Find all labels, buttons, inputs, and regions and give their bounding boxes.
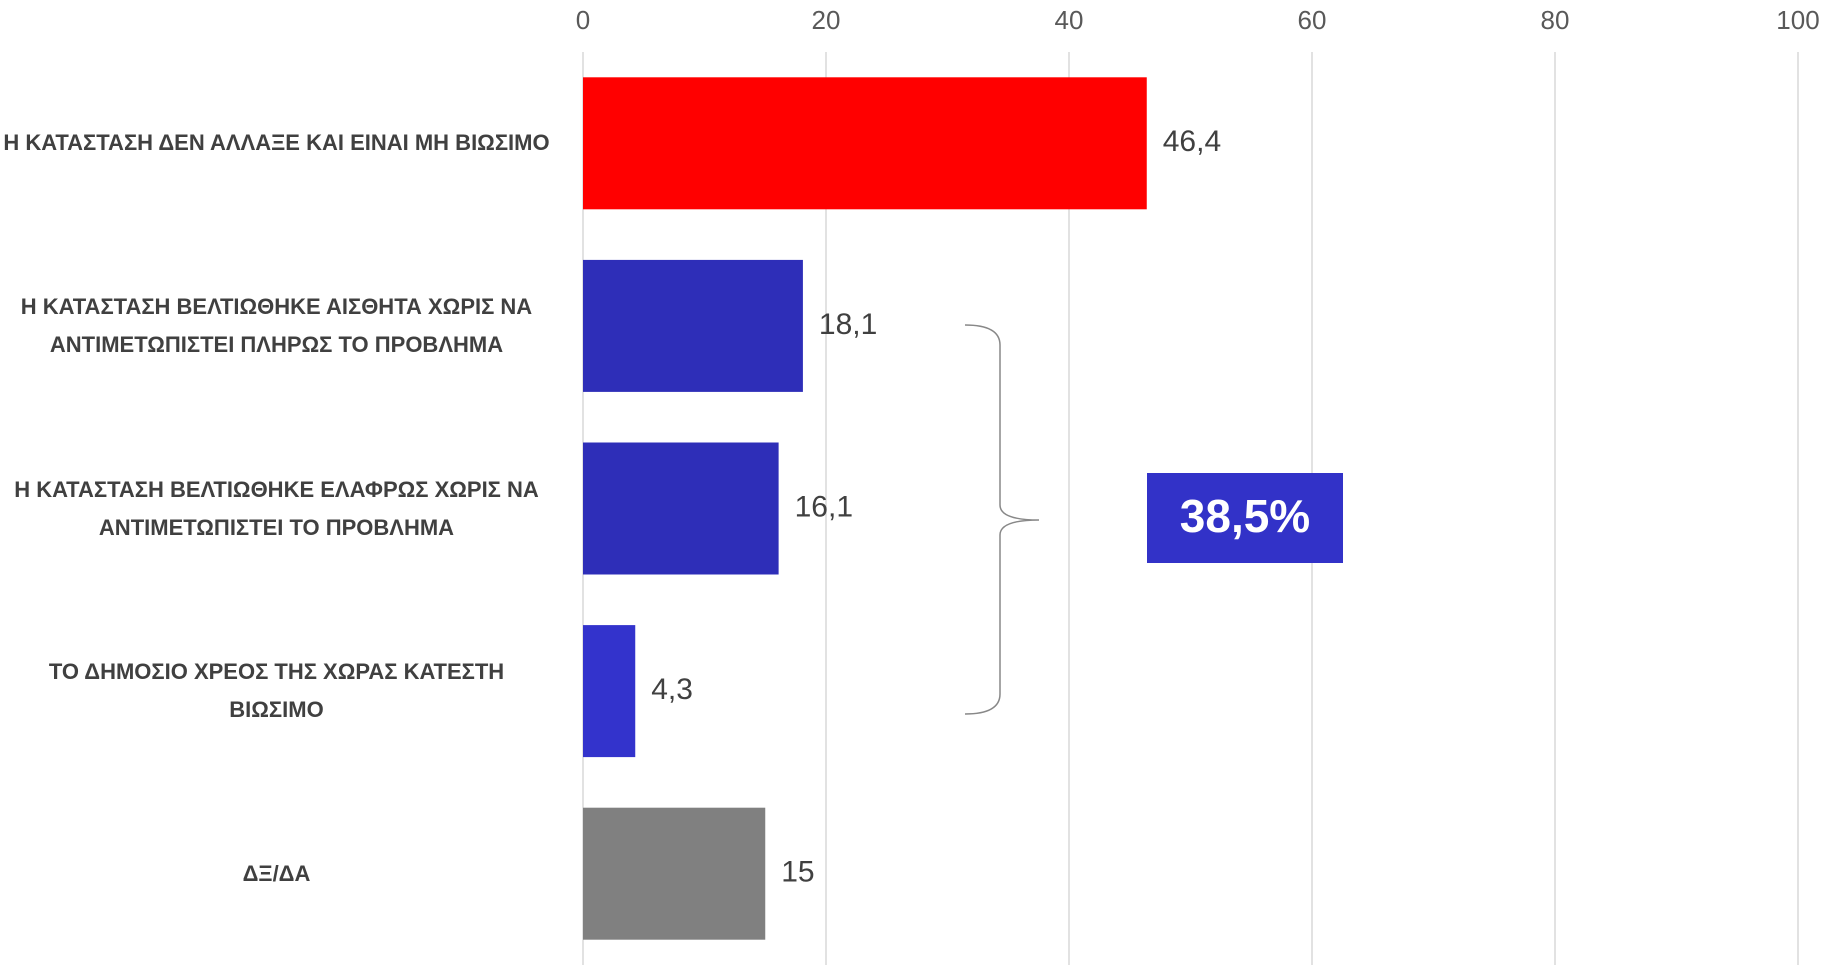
x-tick-label: 60	[1298, 5, 1327, 35]
x-tick-label: 100	[1776, 5, 1819, 35]
bar	[583, 625, 636, 758]
value-label: 15	[781, 856, 814, 889]
category-label: Η ΚΑΤΑΣΤΑΣΗ ΒΕΛΤΙΩΘΗΚΕ ΑΙΣΘΗΤΑ ΧΩΡΙΣ ΝΑ …	[20, 293, 533, 357]
category-label: ΤΟ ΔΗΜΟΣΙΟ ΧΡΕΟΣ ΤΗΣ ΧΩΡΑΣ ΚΑΤΕΣΤΗ ΒΙΩΣΙ…	[48, 659, 505, 723]
value-label: 46,4	[1163, 125, 1221, 158]
value-label: 4,3	[651, 673, 693, 706]
category-label: Η ΚΑΤΑΣΤΑΣΗ ΔΕΝ ΑΛΛΑΞΕ ΚΑΙ ΕΙΝΑΙ ΜΗ ΒΙΩΣ…	[3, 130, 550, 156]
x-tick-label: 0	[576, 5, 590, 35]
category-label: Η ΚΑΤΑΣΤΑΣΗ ΒΕΛΤΙΩΘΗΚΕ ΕΛΑΦΡΩΣ ΧΩΡΙΣ ΝΑ …	[14, 476, 539, 540]
annotation-box	[1147, 473, 1343, 563]
bar	[583, 807, 766, 940]
category-label: ΔΞ/ΔΑ	[242, 860, 311, 886]
bar	[583, 77, 1147, 210]
value-label: 16,1	[795, 490, 853, 523]
x-tick-label: 40	[1055, 5, 1084, 35]
annotation: 38,5%	[1180, 490, 1310, 542]
bar	[583, 259, 803, 392]
x-tick-label: 20	[812, 5, 841, 35]
value-label: 18,1	[819, 308, 877, 341]
brace	[964, 324, 1040, 715]
x-tick-label: 80	[1541, 5, 1570, 35]
bar	[583, 442, 779, 575]
